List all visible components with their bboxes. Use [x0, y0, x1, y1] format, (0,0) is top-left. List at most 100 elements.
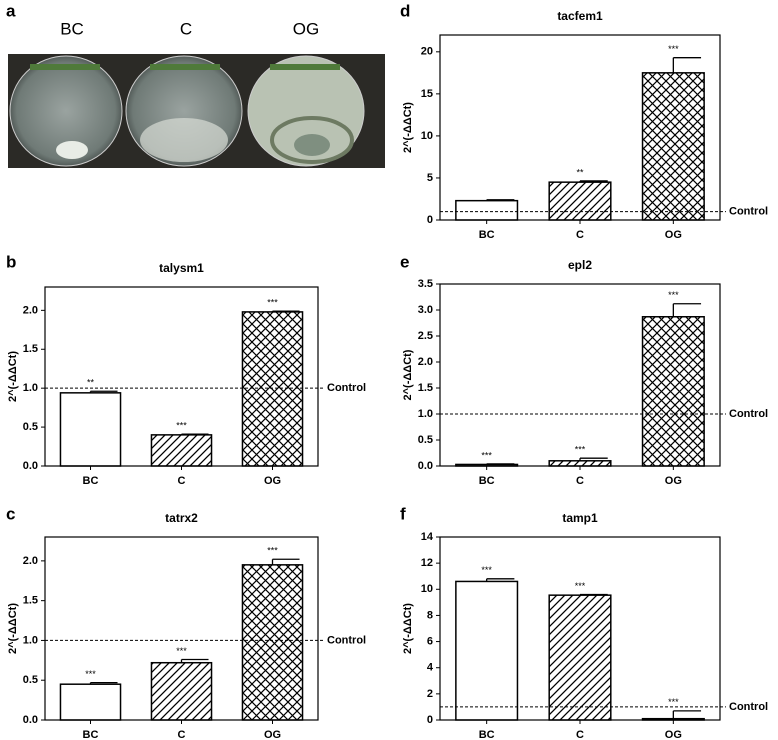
seedlings — [30, 64, 100, 70]
y-tick-label: 5 — [427, 172, 433, 184]
y-tick-label: 3.5 — [418, 278, 433, 290]
plot-frame — [44, 536, 319, 721]
y-tick-label: 2 — [427, 688, 433, 700]
y-tick-label: 2.0 — [418, 356, 433, 368]
bar — [241, 311, 304, 467]
chart-title: talysm1 — [159, 261, 204, 275]
bar — [548, 460, 612, 467]
x-tick-label: C — [178, 729, 186, 740]
y-tick-label: 0.0 — [23, 714, 38, 726]
y-tick-label: 0 — [427, 714, 433, 726]
y-tick-label: 12 — [421, 557, 433, 569]
y-tick-label: 0.5 — [23, 674, 38, 686]
bar — [241, 564, 304, 721]
y-tick-label: 0.0 — [418, 460, 433, 472]
panel-letter: d — [400, 1, 410, 20]
bar — [455, 580, 519, 721]
reference-label: Control — [729, 701, 768, 713]
y-tick-label: 6 — [427, 635, 433, 647]
chart-title: tamp1 — [562, 511, 598, 525]
significance: *** — [481, 450, 492, 460]
plot-frame — [439, 34, 721, 221]
significance: ** — [87, 378, 95, 388]
significance: *** — [668, 44, 679, 54]
y-axis-label: 2^(-ΔΔCt) — [7, 351, 19, 402]
chart-title: tatrx2 — [165, 511, 198, 525]
significance: *** — [575, 445, 586, 455]
y-tick-label: 2.0 — [23, 304, 38, 316]
significance: *** — [85, 669, 96, 679]
y-tick-label: 1.5 — [418, 382, 433, 394]
plot-frame — [439, 283, 721, 467]
y-tick-label: 1.5 — [23, 595, 38, 607]
bar — [548, 594, 612, 721]
bar — [59, 683, 122, 721]
reference-label: Control — [327, 382, 366, 394]
y-tick-label: 8 — [427, 609, 433, 621]
y-tick-label: 20 — [421, 46, 433, 58]
x-tick-label: C — [178, 475, 186, 487]
x-tick-label: C — [576, 729, 584, 740]
plot-frame — [439, 536, 721, 721]
bar — [641, 316, 705, 467]
x-tick-label: OG — [665, 729, 682, 740]
y-tick-label: 10 — [421, 583, 433, 595]
reference-label: Control — [327, 634, 366, 646]
y-axis-label: 2^(-ΔΔCt) — [7, 603, 19, 654]
y-tick-label: 1.5 — [23, 343, 38, 355]
bar — [150, 434, 213, 467]
reference-label: Control — [729, 205, 768, 217]
fungus-ring — [270, 116, 354, 164]
y-tick-label: 1.0 — [23, 634, 38, 646]
x-tick-label: BC — [479, 475, 495, 487]
y-tick-label: 2.5 — [418, 330, 433, 342]
photo-caption: OG — [293, 19, 319, 38]
y-tick-label: 15 — [421, 88, 433, 100]
y-tick-label: 0.0 — [23, 460, 38, 472]
significance: *** — [267, 546, 278, 556]
significance: ** — [576, 167, 584, 177]
bar — [548, 181, 612, 221]
plot-frame — [44, 286, 319, 467]
y-tick-label: 0.5 — [23, 421, 38, 433]
y-tick-label: 10 — [421, 130, 433, 142]
x-tick-label: OG — [665, 475, 682, 487]
x-tick-label: BC — [83, 475, 99, 487]
bar — [150, 661, 213, 721]
reference-label: Control — [729, 408, 768, 420]
significance: *** — [668, 290, 679, 300]
y-axis-label: 2^(-ΔΔCt) — [402, 102, 414, 153]
panel-letter: e — [400, 252, 409, 271]
photo-panel: a BC C OG — [6, 1, 385, 168]
panel-letter: c — [6, 504, 15, 523]
y-tick-label: 4 — [427, 662, 434, 674]
x-tick-label: C — [576, 229, 584, 241]
panel-letter: f — [400, 504, 406, 523]
significance: *** — [668, 697, 679, 707]
y-tick-label: 3.0 — [418, 304, 433, 316]
seedlings — [150, 64, 220, 70]
y-tick-label: 2.0 — [23, 555, 38, 567]
y-tick-label: 1.0 — [418, 408, 433, 420]
photo-caption: C — [180, 19, 192, 38]
fungus — [294, 134, 330, 156]
fungus — [140, 118, 228, 162]
x-tick-label: OG — [264, 729, 281, 740]
y-tick-label: 1.0 — [23, 382, 38, 394]
significance: *** — [575, 581, 586, 591]
panel-letter: b — [6, 252, 16, 271]
bar — [641, 72, 705, 221]
y-axis-label: 2^(-ΔΔCt) — [402, 349, 414, 400]
significance: *** — [267, 298, 278, 308]
fungus — [56, 141, 88, 159]
significance: *** — [481, 565, 492, 575]
y-axis-label: 2^(-ΔΔCt) — [402, 603, 414, 654]
petri-dish — [247, 55, 365, 167]
y-tick-label: 0.5 — [418, 434, 433, 446]
y-tick-label: 0 — [427, 214, 433, 226]
bar — [455, 199, 519, 221]
y-tick-label: 14 — [421, 531, 434, 543]
significance: *** — [176, 420, 187, 430]
bar — [59, 392, 122, 467]
